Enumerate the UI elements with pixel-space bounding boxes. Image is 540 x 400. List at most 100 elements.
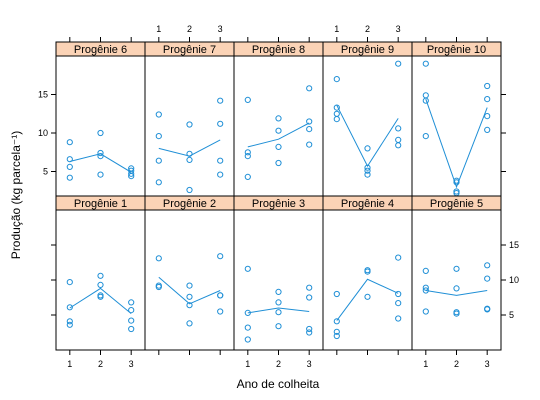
data-point [306, 284, 313, 291]
data-point [66, 318, 73, 325]
data-point [217, 292, 224, 299]
data-point [275, 288, 282, 295]
data-point [128, 317, 135, 324]
data-point [395, 136, 402, 143]
panel-frame [411, 55, 502, 211]
panel: Progênie 10 [411, 41, 502, 211]
panel: Progênie 8 [233, 41, 324, 211]
panel-strip [411, 195, 502, 211]
x-tick-label: 1 [156, 24, 161, 34]
data-point [333, 104, 340, 111]
data-point [155, 255, 162, 262]
data-point [333, 332, 340, 340]
data-point [97, 153, 104, 160]
data-point [244, 149, 251, 156]
data-point [66, 321, 73, 328]
data-point [244, 324, 251, 331]
x-tick-label: 3 [218, 24, 223, 34]
fitted-line [158, 276, 221, 305]
data-point [422, 287, 429, 294]
panel-strip-label: Progênie 8 [252, 44, 305, 56]
panel-strip-label: Progênie 1 [74, 198, 127, 210]
data-point [66, 163, 73, 170]
x-tick-label: 3 [396, 24, 401, 34]
data-point [186, 282, 193, 289]
y-tick-label: 10 [38, 128, 48, 138]
data-point [217, 171, 224, 178]
x-tick-label: 3 [129, 359, 134, 369]
data-point [275, 143, 282, 150]
data-point [275, 323, 282, 330]
data-point [395, 315, 402, 322]
x-tick-label: 2 [276, 359, 281, 369]
panel-strip-label: Progênie 4 [341, 198, 394, 210]
data-point [333, 76, 340, 83]
panel-strip-label: Progênie 3 [252, 198, 305, 210]
x-tick-label: 1 [334, 24, 339, 34]
panel: Progênie 4 [322, 195, 413, 351]
data-point [244, 265, 251, 272]
data-point [306, 141, 313, 148]
data-point [484, 82, 491, 90]
data-point [484, 113, 491, 120]
data-point [453, 285, 460, 292]
panel-frame [144, 55, 235, 211]
data-point [128, 307, 135, 314]
data-point [395, 254, 402, 261]
data-point [453, 177, 460, 184]
data-point [395, 290, 402, 298]
data-point [155, 179, 162, 186]
panels-layer: Progênie 6 Progênie 7 Progênie 8 Progênie 9… [55, 41, 502, 351]
data-point [244, 96, 251, 104]
panel: Progênie 5 [411, 195, 502, 351]
data-point [333, 110, 340, 117]
y-tick-label: 15 [38, 90, 48, 100]
x-tick-label: 1 [423, 359, 428, 369]
data-point [186, 293, 193, 300]
data-point [244, 309, 251, 316]
data-point [422, 92, 429, 99]
x-tick-label: 2 [98, 359, 103, 369]
data-point [66, 279, 73, 286]
data-point [66, 139, 73, 146]
panel: Progênie 9 [322, 41, 413, 211]
data-point [364, 171, 371, 178]
x-tick-label: 1 [67, 359, 72, 369]
data-point [453, 309, 460, 316]
data-point [275, 159, 282, 167]
data-point [66, 174, 73, 181]
fitted-line [247, 307, 310, 314]
data-point [364, 293, 371, 300]
x-tick-label: 3 [307, 359, 312, 369]
panel-frame [144, 209, 235, 351]
data-point [275, 299, 282, 306]
data-point [364, 164, 371, 171]
data-point [186, 150, 193, 157]
data-point [217, 157, 224, 164]
data-point [306, 294, 313, 301]
panel: Progênie 6 [55, 41, 146, 211]
fitted-line [425, 290, 488, 296]
y-axis-title: Produção (kg parcela⁻¹) [9, 131, 23, 259]
x-axis-title: Ano de colheita [237, 377, 320, 391]
fitted-line [336, 105, 399, 168]
data-point [333, 290, 340, 298]
data-point [422, 284, 429, 291]
data-point [364, 267, 371, 274]
data-point [217, 120, 224, 127]
panel-strip-label: Progênie 5 [430, 198, 483, 210]
fitted-line [69, 287, 132, 314]
data-point [217, 97, 224, 104]
data-point [155, 157, 162, 164]
panel-strip-label: Progênie 2 [163, 198, 216, 210]
data-point [128, 165, 135, 172]
x-tick-label: 2 [365, 24, 370, 34]
fitted-line [425, 98, 488, 189]
data-point [306, 325, 313, 333]
data-point [306, 126, 313, 133]
data-point [484, 262, 491, 269]
panel-strip-label: Progênie 9 [341, 44, 394, 56]
y-tick-label: 15 [509, 240, 519, 250]
data-point [453, 265, 460, 272]
data-point [484, 126, 491, 133]
